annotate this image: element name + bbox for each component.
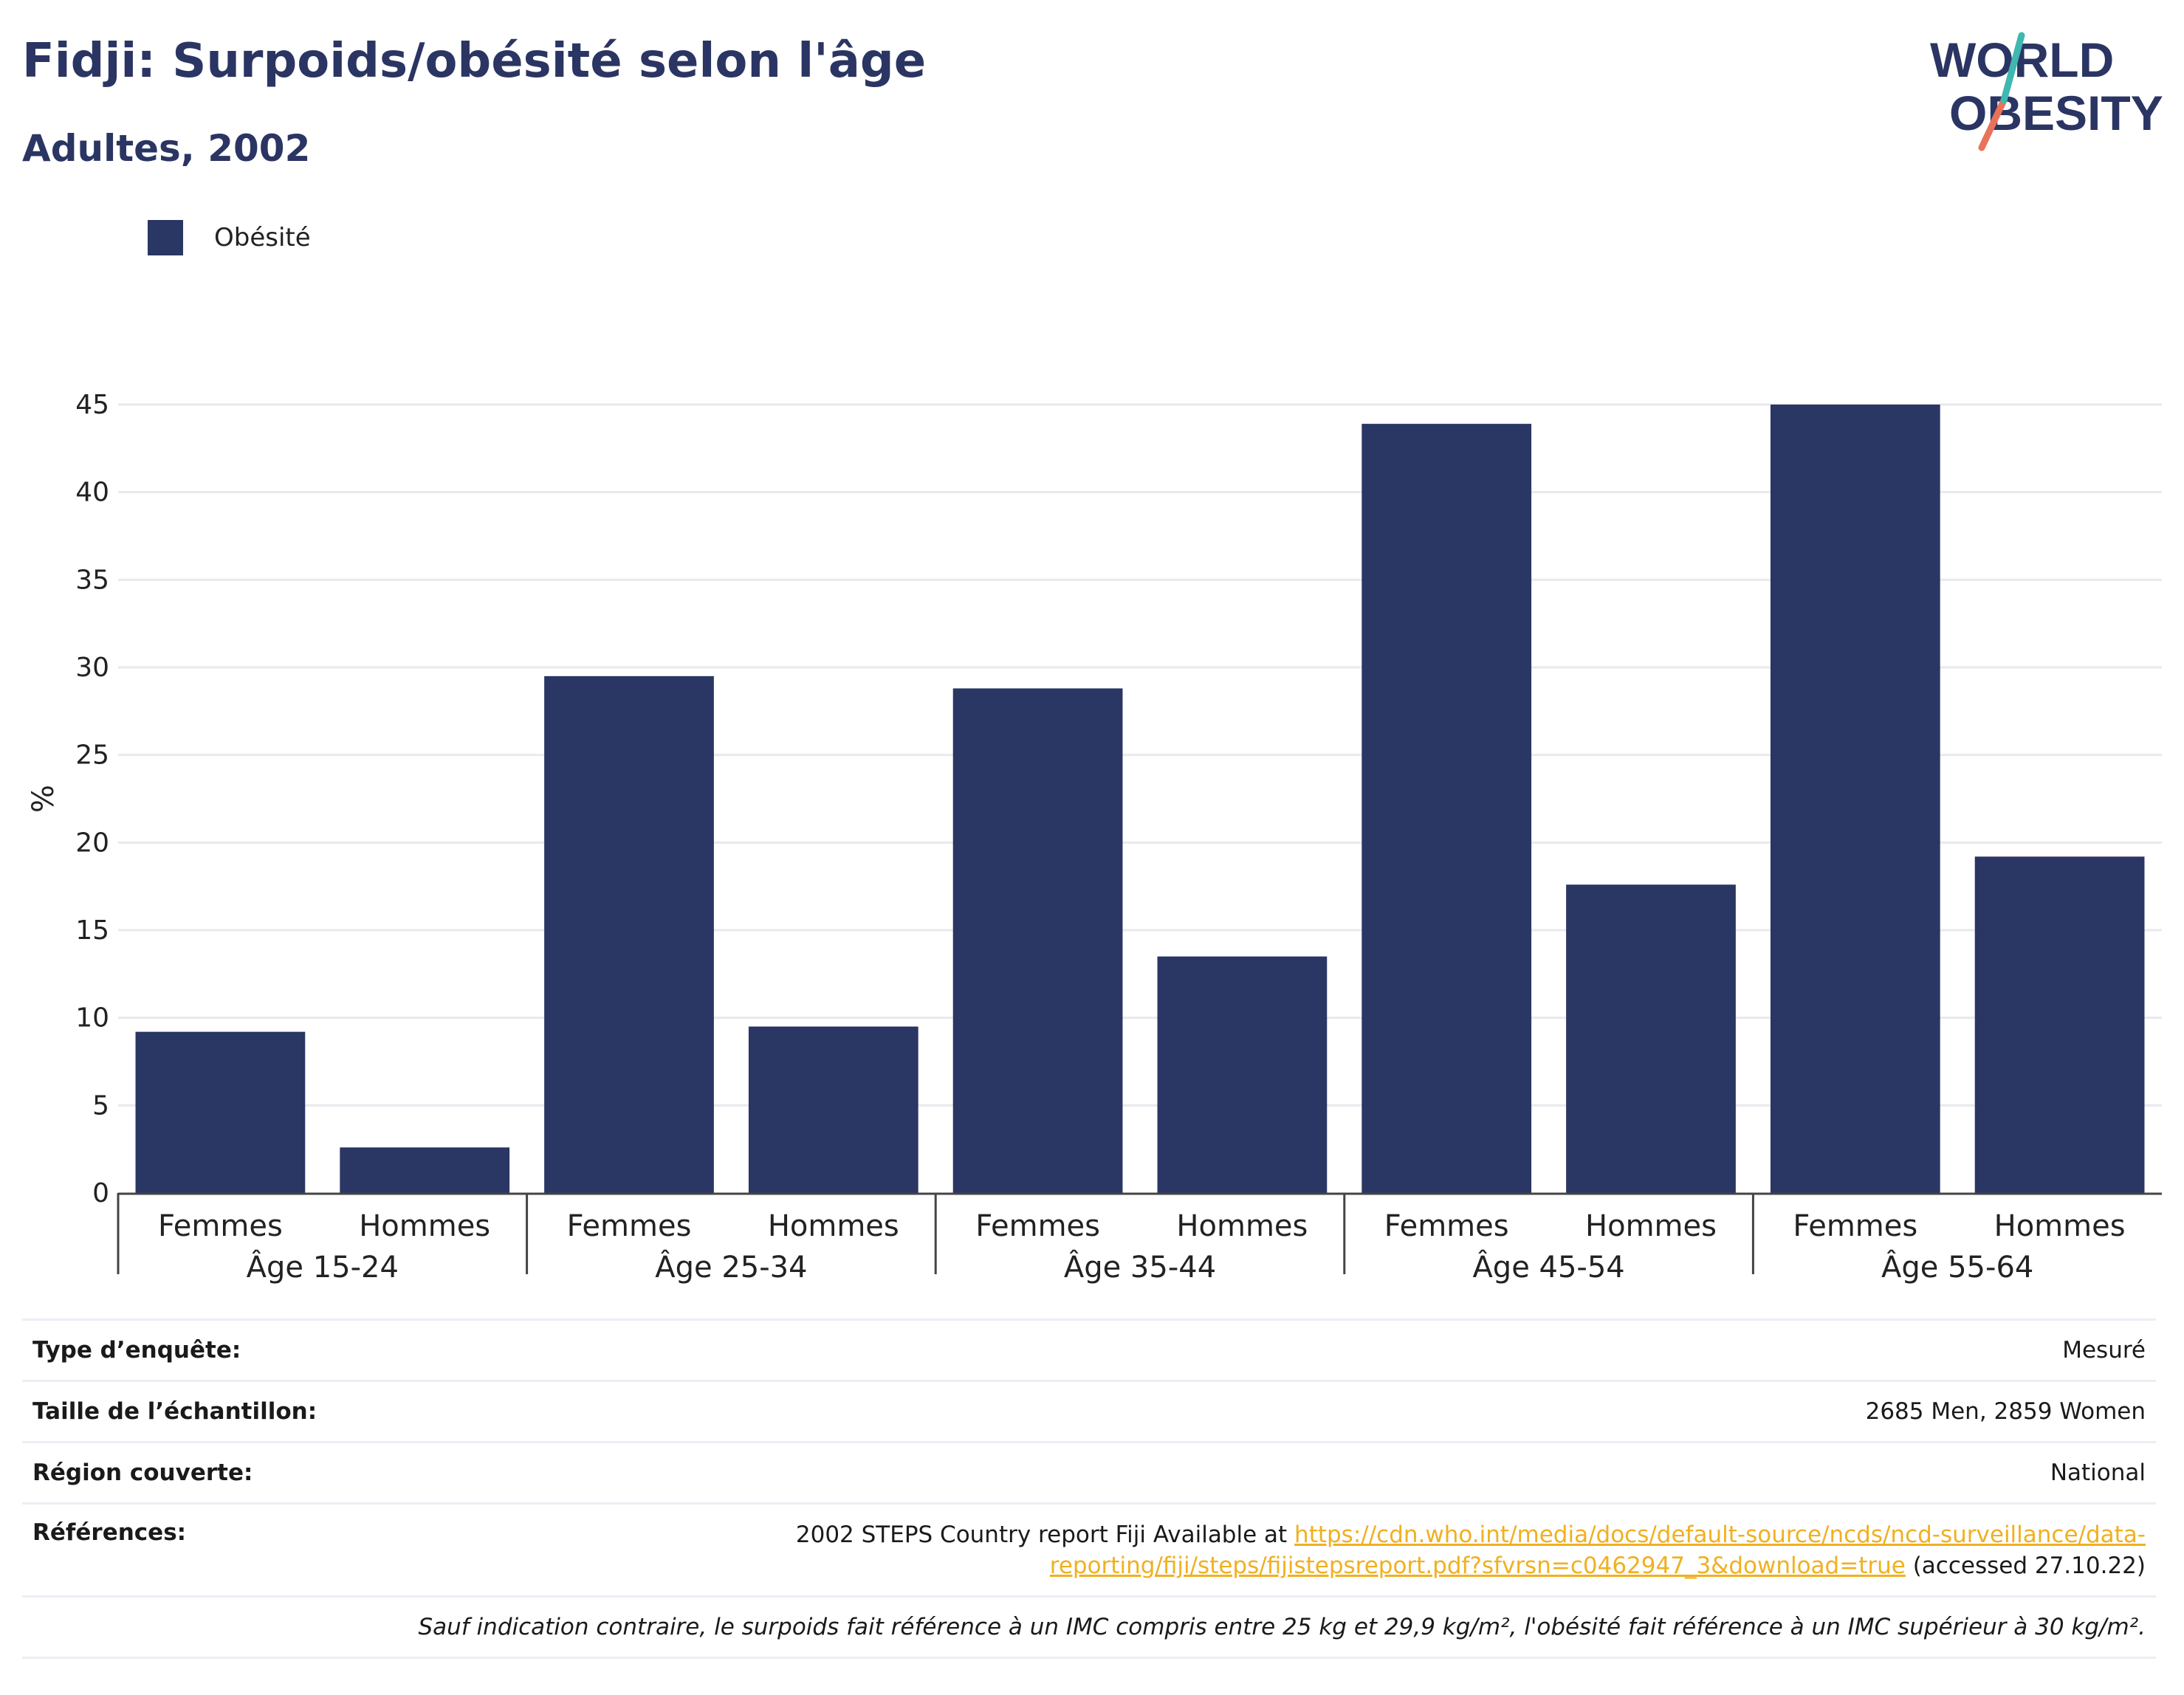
x-group-label: Âge 15-24: [247, 1249, 399, 1285]
references-value: 2002 STEPS Country report Fiji Available…: [743, 1519, 2146, 1581]
y-tick-label: 35: [75, 565, 109, 595]
x-subcategory-label: Hommes: [1176, 1209, 1308, 1243]
x-group-label: Âge 25-34: [655, 1249, 807, 1285]
y-axis-title: %: [27, 785, 61, 813]
chart-legend: Obésité: [148, 220, 311, 255]
references-prefix: 2002 STEPS Country report Fiji Available…: [795, 1522, 1295, 1548]
chart-subtitle: Adultes, 2002: [22, 127, 311, 170]
sample-size-label: Taille de l’échantillon:: [32, 1398, 317, 1425]
x-subcategory-label: Femmes: [158, 1209, 283, 1243]
x-group-label: Âge 35-44: [1064, 1249, 1216, 1285]
region-value: National: [2050, 1460, 2146, 1486]
bar: [1974, 856, 2145, 1193]
x-subcategory-label: Femmes: [1384, 1209, 1509, 1243]
x-subcategory-label: Femmes: [1793, 1209, 1917, 1243]
survey-type-value: Mesuré: [2062, 1337, 2146, 1364]
bar: [1770, 405, 1940, 1193]
info-row-sample-size: Taille de l’échantillon: 2685 Men, 2859 …: [22, 1380, 2156, 1441]
y-tick-label: 5: [92, 1090, 109, 1121]
y-tick-label: 45: [75, 390, 109, 420]
bar: [1566, 884, 1736, 1193]
x-subcategory-label: Hommes: [768, 1209, 899, 1243]
y-tick-label: 0: [92, 1178, 109, 1208]
info-row-references: Références: 2002 STEPS Country report Fi…: [22, 1502, 2156, 1595]
legend-label: Obésité: [214, 223, 311, 252]
sample-size-value: 2685 Men, 2859 Women: [1865, 1398, 2146, 1425]
chart-title: Fidji: Surpoids/obésité selon l'âge: [22, 34, 927, 89]
y-tick-label: 40: [75, 478, 109, 508]
x-subcategory-label: Femmes: [975, 1209, 1100, 1243]
bar: [1361, 424, 1532, 1193]
bar: [135, 1031, 306, 1193]
x-subcategory-label: Hommes: [359, 1209, 490, 1243]
world-obesity-logo: WORLD OBESITY: [1930, 32, 2163, 151]
references-link[interactable]: https://cdn.who.int/media/docs/default-s…: [1049, 1522, 2146, 1579]
bmi-definition-note: Sauf indication contraire, le surpoids f…: [22, 1595, 2156, 1659]
x-group-label: Âge 55-64: [1881, 1249, 2033, 1285]
info-row-region: Région couverte: National: [22, 1441, 2156, 1502]
y-tick-label: 15: [75, 915, 109, 946]
y-tick-label: 10: [75, 1003, 109, 1034]
x-subcategory-label: Femmes: [567, 1209, 692, 1243]
bar: [340, 1147, 510, 1193]
bar-chart: 0 5 10 15 20 25 30 35 40 45% Femmes Hommes Âge 15-24…: [27, 390, 2162, 1285]
bar: [544, 675, 714, 1193]
bar: [748, 1026, 918, 1193]
x-subcategory-label: Hommes: [1585, 1209, 1717, 1243]
info-row-survey-type: Type d’enquête: Mesuré: [22, 1318, 2156, 1380]
x-group-label: Âge 45-54: [1472, 1249, 1624, 1285]
survey-type-label: Type d’enquête:: [32, 1337, 241, 1364]
legend-swatch: [148, 220, 183, 255]
bar: [952, 688, 1123, 1193]
bar: [1157, 956, 1328, 1193]
svg-text:OBESITY: OBESITY: [1949, 86, 2163, 140]
references-label: Références:: [32, 1519, 187, 1546]
y-tick-label: 30: [75, 653, 109, 683]
y-tick-label: 25: [75, 740, 109, 771]
y-tick-label: 20: [75, 828, 109, 858]
references-suffix: (accessed 27.10.22): [1905, 1553, 2146, 1579]
region-label: Région couverte:: [32, 1460, 253, 1486]
x-subcategory-label: Hommes: [1994, 1209, 2126, 1243]
survey-info-table: Type d’enquête: Mesuré Taille de l’échan…: [22, 1318, 2156, 1659]
